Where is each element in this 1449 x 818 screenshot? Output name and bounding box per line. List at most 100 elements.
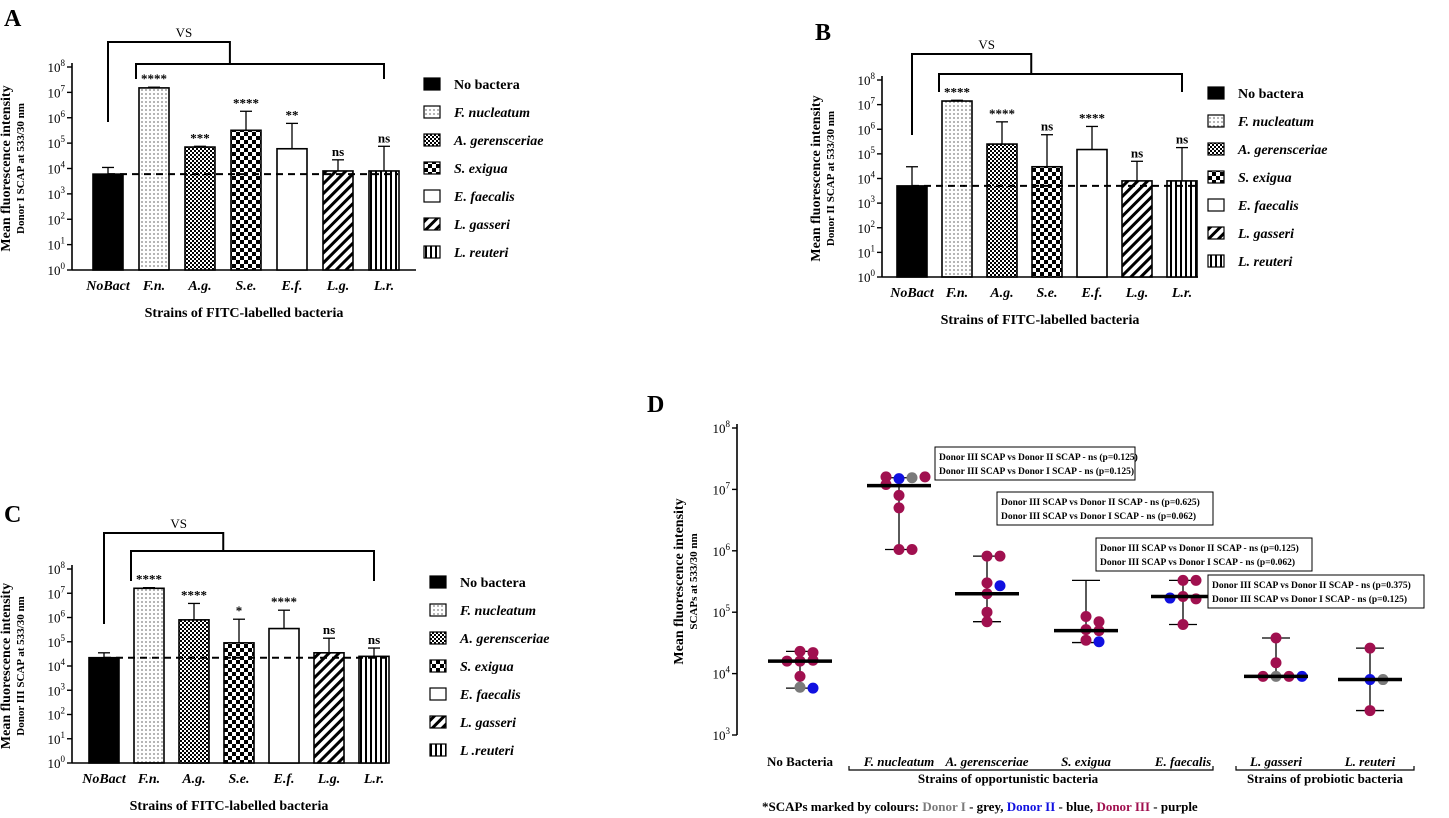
y-tick-label: 106 xyxy=(713,542,731,559)
bar-3 xyxy=(986,143,1018,278)
legend-swatch xyxy=(429,715,447,729)
significance-label: **** xyxy=(944,84,970,99)
bar-1 xyxy=(92,173,124,271)
x-tick-label: S.e. xyxy=(229,772,250,787)
x-tick-label: E.f. xyxy=(281,279,303,294)
data-point xyxy=(1080,611,1092,623)
y-tick-label: 107 xyxy=(858,96,876,113)
x-tick-label: NoBact xyxy=(85,279,131,294)
data-point xyxy=(1093,636,1105,648)
y-axis-sublabel: Donor III SCAP at 533/30 nm xyxy=(15,596,27,735)
panel-letter: D xyxy=(647,392,664,418)
y-tick-label: 108 xyxy=(858,71,876,88)
legend-label: A. gerensceriae xyxy=(453,134,543,149)
legend-label: L. gasseri xyxy=(459,716,516,731)
legend-label: L. reuteri xyxy=(1237,255,1293,270)
footnote-part: Donor II xyxy=(1007,799,1056,814)
vs-bracket-left xyxy=(107,41,231,122)
bar-2 xyxy=(138,87,170,271)
y-tick-label: 102 xyxy=(858,219,876,236)
data-point xyxy=(981,616,993,628)
x-tick-label: L.r. xyxy=(363,772,384,787)
legend-swatch xyxy=(1207,86,1225,100)
footnote-part: - grey, xyxy=(966,799,1007,814)
legend-swatch xyxy=(1207,170,1225,184)
legend-label: E. faecalis xyxy=(1237,199,1299,214)
legend-label: A. gerensceriae xyxy=(459,632,549,647)
data-point xyxy=(794,645,806,657)
legend-swatch xyxy=(1207,226,1225,240)
y-tick-label: 107 xyxy=(713,480,731,497)
annotation-box xyxy=(1207,574,1425,609)
y-tick-label: 103 xyxy=(48,185,66,202)
bar-4 xyxy=(223,642,255,764)
data-point xyxy=(1093,616,1105,628)
footnote-part: *SCAPs marked by colours: xyxy=(762,799,922,814)
x-tick-label: NoBact xyxy=(889,286,935,301)
legend-label: S. exigua xyxy=(460,660,514,675)
significance-label: ns xyxy=(378,130,390,145)
data-point xyxy=(807,682,819,694)
data-point xyxy=(794,670,806,682)
bar-7 xyxy=(368,170,400,271)
vs-bracket-right xyxy=(938,73,1183,92)
y-tick-label: 103 xyxy=(48,681,66,698)
significance-label: ns xyxy=(1176,132,1188,147)
significance-label: **** xyxy=(1079,110,1105,125)
legend-swatch xyxy=(423,161,441,175)
data-point xyxy=(794,681,806,693)
y-tick-label: 104 xyxy=(48,657,66,674)
y-axis-sublabel: Donor I SCAP at 533/30 nm xyxy=(15,103,27,234)
panel-a: A 100 101 102 103 104 105 106 107 108 Mean fluores… xyxy=(0,6,543,321)
y-axis-label: Mean fluorescence intensity xyxy=(0,583,14,749)
bar-4 xyxy=(1031,165,1063,278)
data-point xyxy=(906,543,918,555)
x-tick-label: NoBact xyxy=(81,772,127,787)
y-tick-label: 106 xyxy=(858,120,876,137)
y-tick-label: 108 xyxy=(48,58,66,75)
data-point xyxy=(1177,574,1189,586)
data-point xyxy=(1364,642,1376,654)
bar-5 xyxy=(1076,148,1108,278)
legend-swatch xyxy=(1207,142,1225,156)
significance-label: ns xyxy=(1041,119,1053,134)
significance-label: ns xyxy=(368,632,380,647)
footnote-part: - purple xyxy=(1150,799,1198,814)
y-tick-label: 101 xyxy=(48,730,66,747)
data-point xyxy=(1190,574,1202,586)
legend-label: E. faecalis xyxy=(453,190,515,205)
x-tick-label: S.e. xyxy=(236,279,257,294)
y-tick-label: 102 xyxy=(48,706,66,723)
x-tick-label: No Bacteria xyxy=(767,754,834,769)
x-tick-label: L.r. xyxy=(373,279,394,294)
data-point xyxy=(1364,705,1376,717)
y-tick-label: 100 xyxy=(48,754,66,771)
bar-7 xyxy=(358,655,390,764)
y-axis-label: Mean fluorescence intensity xyxy=(809,95,824,261)
x-tick-label: F. nucleatum xyxy=(863,754,935,769)
y-tick-label: 105 xyxy=(48,633,66,650)
panel-letter: C xyxy=(4,502,21,528)
x-tick-label: L.g. xyxy=(317,772,341,787)
legend-swatch xyxy=(423,77,441,91)
data-point xyxy=(893,473,905,485)
legend-label: F. nucleatum xyxy=(459,604,536,619)
legend-swatch xyxy=(423,133,441,147)
annotation-box xyxy=(1095,537,1313,572)
y-tick-label: 106 xyxy=(48,609,66,626)
y-tick-label: 107 xyxy=(48,584,66,601)
y-tick-label: 105 xyxy=(48,134,66,151)
legend-label: No bactera xyxy=(460,576,526,591)
legend-swatch xyxy=(423,189,441,203)
bar-3 xyxy=(178,619,210,764)
legend-label: A. gerensceriae xyxy=(1237,143,1327,158)
x-tick-label: A. gerensceriae xyxy=(944,754,1028,769)
group-label: Strains of probiotic bacteria xyxy=(1247,771,1404,786)
data-point xyxy=(807,647,819,659)
group-label: Strains of opportunistic bacteria xyxy=(918,771,1099,786)
x-tick-label: S. exigua xyxy=(1061,754,1111,769)
bar-5 xyxy=(276,147,308,271)
vs-bracket-left xyxy=(911,53,1033,135)
annotation-line: Donor III SCAP vs Donor I SCAP - ns (p=0… xyxy=(1212,594,1407,605)
significance-label: *** xyxy=(190,130,210,145)
